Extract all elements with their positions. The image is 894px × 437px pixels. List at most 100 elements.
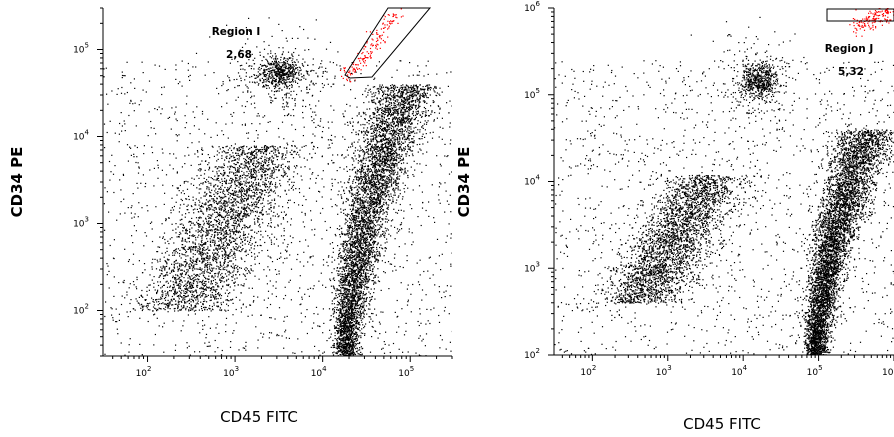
event-dot [371, 234, 373, 237]
event-dot [375, 135, 377, 137]
event-dot [339, 353, 341, 356]
event-dot [387, 138, 389, 140]
event-dot [355, 350, 358, 353]
event-dot [420, 116, 423, 118]
event-dot [385, 194, 388, 196]
event-dot [341, 300, 343, 302]
event-dot [358, 130, 360, 132]
event-dot [397, 157, 400, 159]
event-dot [359, 199, 361, 201]
event-dot [420, 88, 422, 90]
event-dot [364, 176, 366, 178]
event-dot [374, 134, 376, 136]
event-dot [368, 253, 370, 255]
event-dot [405, 98, 407, 101]
event-dot [361, 199, 363, 201]
event-dot [353, 290, 356, 292]
event-dot [365, 211, 367, 213]
event-dot [361, 236, 363, 238]
event-dot [352, 304, 354, 306]
event-dot [351, 255, 353, 257]
event-dot [433, 90, 435, 92]
event-dot [361, 205, 363, 207]
event-dot [340, 291, 342, 293]
event-dot [398, 147, 400, 149]
event-dot [351, 299, 353, 301]
event-dot [377, 276, 379, 278]
event-dot [353, 288, 355, 290]
event-dot [371, 162, 373, 165]
event-dot [349, 227, 351, 229]
event-dot [389, 124, 391, 126]
event-dot [339, 338, 341, 340]
event-dot [388, 112, 390, 115]
event-dot [353, 222, 355, 224]
event-dot [405, 126, 407, 128]
event-dot [378, 100, 380, 102]
event-dot [350, 210, 353, 212]
event-dot [379, 236, 381, 238]
event-dot [360, 319, 362, 321]
event-dot [379, 202, 381, 204]
event-dot [411, 122, 413, 124]
event-dot [379, 253, 381, 255]
event-dot [380, 139, 382, 141]
event-dot [348, 320, 350, 323]
event-dot [364, 286, 366, 288]
event-dot [369, 203, 371, 205]
event-dot [357, 208, 359, 210]
event-dot [364, 201, 366, 203]
event-dot [371, 128, 373, 130]
event-dot [369, 180, 371, 183]
event-dot [379, 140, 382, 142]
event-dot [363, 127, 365, 129]
event-dot [435, 94, 437, 96]
event-dot [419, 84, 421, 86]
event-dot [346, 324, 348, 326]
event-dot [365, 190, 367, 192]
event-dot [346, 348, 348, 350]
event-dot [380, 148, 382, 150]
event-dot [377, 158, 379, 160]
event-dot [364, 309, 366, 312]
event-dot [392, 152, 394, 154]
event-dot [366, 247, 368, 249]
event-dot [386, 218, 388, 220]
event-dot [405, 153, 407, 155]
event-dot [350, 235, 352, 237]
event-dot [339, 323, 342, 326]
event-dot [362, 189, 364, 191]
event-dot [393, 89, 395, 91]
event-dot [376, 248, 378, 250]
event-dot [359, 266, 361, 268]
event-dot [340, 354, 342, 356]
event-dot [395, 181, 397, 183]
event-dot [401, 91, 403, 93]
event-dot [362, 182, 364, 184]
event-dot [351, 300, 353, 302]
event-dot [355, 260, 357, 262]
event-dot [358, 292, 360, 294]
event-dot [385, 181, 387, 183]
event-dot [377, 199, 379, 202]
event-dot [365, 253, 367, 256]
event-dot [403, 89, 405, 91]
event-dot [373, 283, 375, 285]
event-dot [363, 174, 366, 176]
event-dot [373, 184, 375, 186]
event-dot [359, 262, 361, 265]
event-dot [348, 316, 350, 318]
event-dot [363, 316, 365, 318]
event-dot [393, 190, 395, 192]
event-dot [381, 113, 383, 115]
event-dot [397, 120, 399, 122]
event-dot [348, 339, 350, 342]
event-dot [366, 237, 368, 239]
event-dot [356, 245, 358, 247]
event-dot [424, 101, 426, 103]
event-dot [358, 271, 360, 273]
event-dot [380, 88, 382, 90]
event-dot [415, 94, 417, 96]
event-dot [356, 317, 358, 319]
event-dot [361, 247, 363, 249]
